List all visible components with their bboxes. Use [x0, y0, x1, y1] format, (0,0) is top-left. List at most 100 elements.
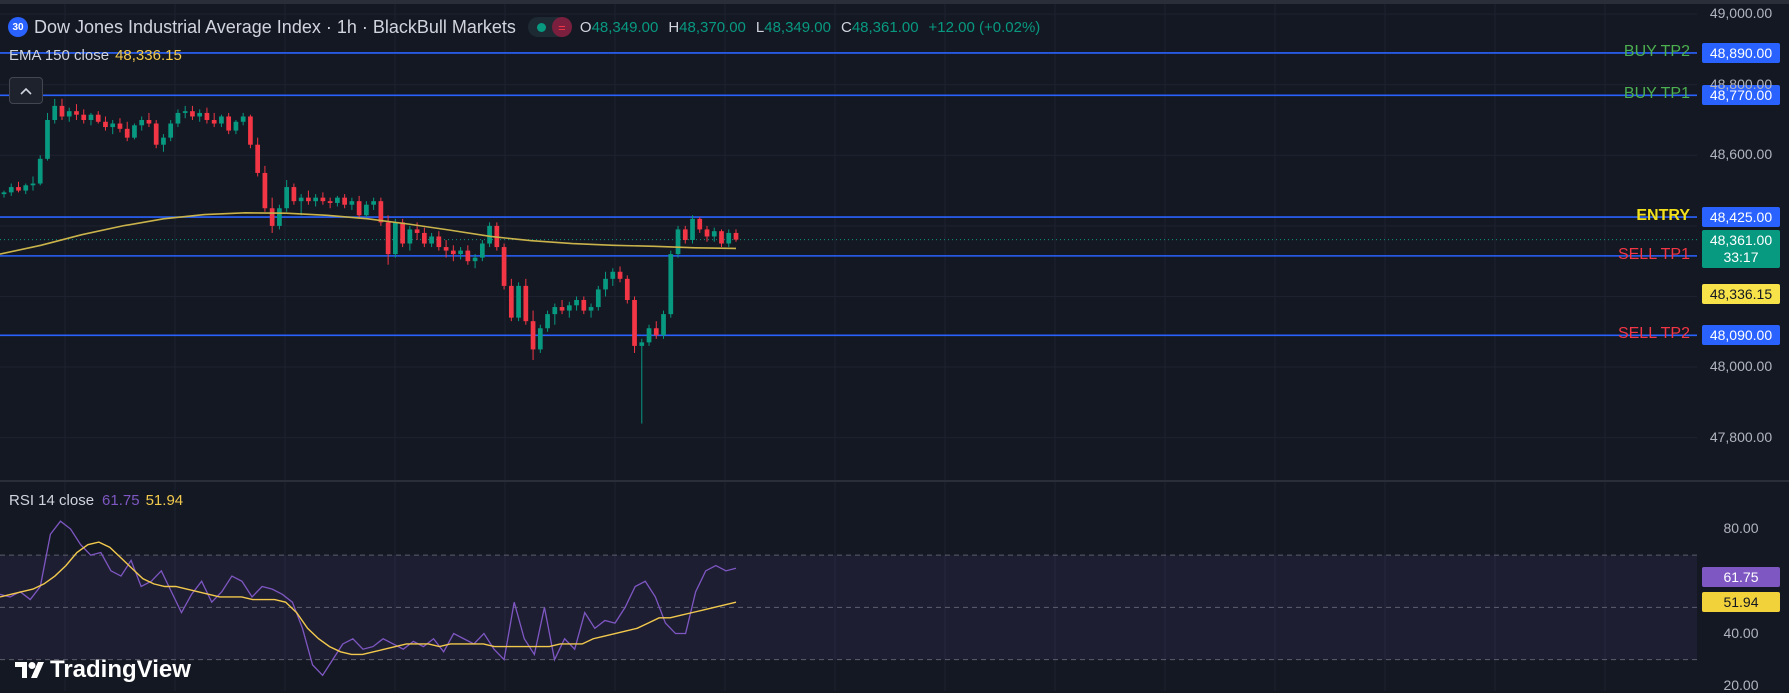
candle-body	[624, 278, 630, 300]
candle	[552, 303, 558, 325]
candle-body	[443, 247, 449, 251]
candle	[682, 225, 688, 244]
candle	[385, 215, 391, 265]
candle	[211, 112, 217, 128]
ema-legend[interactable]: EMA 150 close 48,336.15	[9, 47, 182, 64]
candle-body	[52, 105, 58, 120]
ohlc-key: C	[840, 18, 852, 36]
ohlc-key: H	[668, 18, 680, 36]
candle	[697, 217, 703, 233]
candle	[342, 194, 347, 209]
level-label[interactable]: BUY TP2	[1623, 42, 1690, 60]
candle-body	[639, 342, 645, 346]
candle-body	[610, 271, 616, 279]
candle-body	[255, 144, 261, 173]
candle	[545, 310, 550, 332]
candle-body	[30, 183, 36, 186]
price-axis-tick[interactable]: 49,000.00	[1709, 5, 1773, 22]
candle	[501, 243, 507, 290]
candle-body	[458, 250, 463, 255]
current-price-tag[interactable]: 48,361.00 33:17	[1702, 229, 1780, 268]
ema-150-line[interactable]	[0, 212, 737, 255]
candle-body	[653, 328, 659, 336]
candle-body	[422, 232, 427, 244]
candle	[255, 137, 261, 177]
price-axis-tick[interactable]: 47,800.00	[1709, 428, 1773, 445]
symbol-title[interactable]: Dow Jones Industrial Average Index · 1h …	[34, 16, 516, 37]
candle	[733, 229, 739, 242]
candle-body	[661, 314, 666, 336]
candle-body	[132, 125, 137, 138]
rsi-value-tag[interactable]: 61.75	[1702, 566, 1780, 587]
price-axis-tick[interactable]: 48,000.00	[1709, 358, 1773, 375]
candle	[523, 278, 529, 325]
collapse-button[interactable]	[9, 77, 43, 104]
price-axis-tick[interactable]: 48,800.00	[1709, 75, 1773, 92]
rsi-14-line[interactable]	[0, 520, 737, 677]
market-status-pill[interactable]: =	[527, 17, 572, 37]
candle	[269, 197, 275, 233]
level-label[interactable]: SELL TP1	[1617, 245, 1690, 263]
candle-body	[110, 123, 116, 128]
equals-icon: =	[551, 17, 572, 37]
level-price-tag[interactable]: 48,890.00	[1702, 42, 1780, 63]
rsi-value-tag[interactable]: 51.94	[1702, 592, 1780, 613]
candle-body	[298, 197, 304, 202]
candle-body	[617, 271, 623, 279]
candle-body	[306, 197, 311, 202]
rsi-axis-tick[interactable]: 40.00	[1723, 624, 1759, 641]
candle	[661, 310, 666, 339]
candle-body	[211, 120, 217, 124]
level-price-tag[interactable]: 48,090.00	[1702, 325, 1780, 346]
level-price-tag[interactable]: 48,425.00	[1702, 207, 1780, 228]
candle	[371, 197, 376, 210]
ohlc-key: L	[755, 18, 765, 36]
candle	[465, 245, 471, 265]
candle-body	[226, 116, 232, 131]
candle-body	[23, 185, 29, 191]
candle	[530, 310, 536, 360]
level-label[interactable]: BUY TP1	[1623, 85, 1690, 103]
candle	[306, 190, 311, 205]
rsi-axis-tick[interactable]: 80.00	[1723, 520, 1759, 537]
level-price-tag[interactable]: 48,770.00	[1702, 85, 1780, 106]
top-border	[0, 0, 1789, 4]
candle	[132, 123, 137, 140]
price-axis-tick[interactable]: 48,600.00	[1709, 146, 1773, 163]
candle	[393, 218, 398, 258]
candle-body	[429, 236, 434, 244]
candle-body	[335, 197, 340, 203]
level-label[interactable]: SELL TP2	[1617, 325, 1690, 343]
candle-body	[161, 137, 166, 145]
ohlc-value: 48,370.00	[679, 18, 746, 36]
candle-body	[704, 229, 710, 237]
tradingview-logo[interactable]: TradingView	[14, 656, 191, 684]
candle-body	[450, 250, 456, 255]
market-open-icon	[536, 22, 546, 32]
candle	[313, 194, 318, 207]
candle-body	[168, 123, 174, 138]
candle	[588, 303, 594, 318]
candle	[653, 321, 659, 339]
candle	[349, 197, 355, 210]
candle-body	[139, 120, 145, 126]
candle	[284, 180, 290, 212]
candle-body	[182, 111, 188, 113]
candle	[711, 227, 717, 242]
candle-body	[95, 114, 101, 122]
level-label[interactable]: ENTRY	[1636, 207, 1690, 225]
candle	[364, 201, 369, 218]
ema-price-tag[interactable]: 48,336.15	[1702, 284, 1780, 304]
rsi-axis-tick[interactable]: 20.00	[1723, 676, 1759, 693]
rsi-ma-legend-value: 51.94	[145, 492, 184, 509]
rsi-ma-line[interactable]	[0, 541, 737, 656]
candle	[443, 240, 449, 258]
candle-body	[204, 112, 210, 120]
candle-body	[291, 187, 297, 202]
candle	[668, 250, 674, 318]
rsi-legend[interactable]: RSI 14 close 61.75 51.94	[9, 492, 183, 509]
candle-body	[124, 128, 130, 138]
candle-body	[269, 208, 275, 226]
candle	[356, 195, 362, 219]
